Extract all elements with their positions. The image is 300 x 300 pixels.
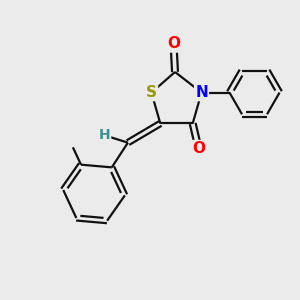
Text: N: N [195,85,208,100]
Text: S: S [146,85,157,100]
Text: O: O [167,37,180,52]
Text: H: H [98,128,110,142]
Text: O: O [192,141,205,156]
